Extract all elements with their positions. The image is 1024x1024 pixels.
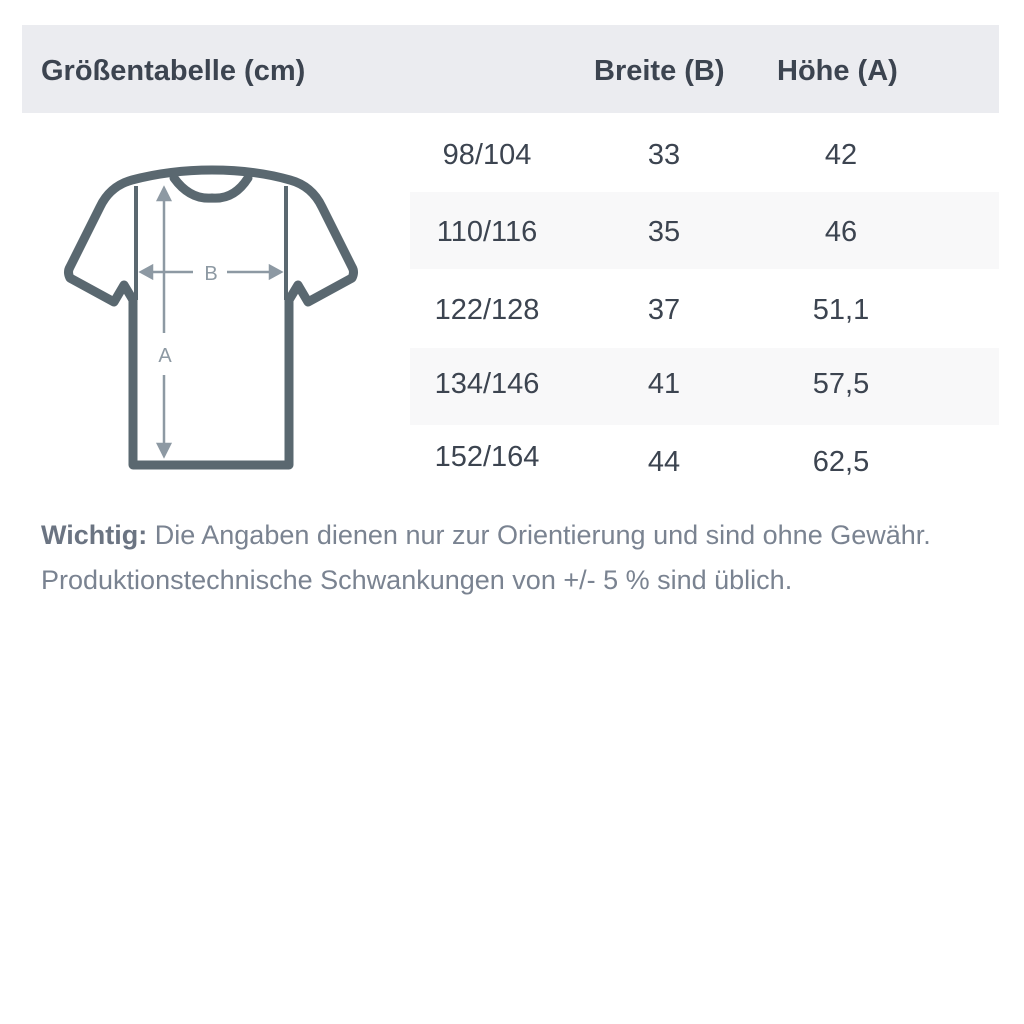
height-cell: 42 — [824, 139, 858, 171]
height-label: A — [158, 345, 172, 367]
size-cell: 122/128 — [434, 294, 540, 326]
table-header: Größentabelle (cm) Breite (B) Höhe (A) — [22, 25, 999, 113]
height-cell: 46 — [824, 216, 858, 248]
width-label: B — [204, 263, 217, 285]
table-row: 98/104 33 42 — [410, 115, 999, 192]
column-header-width: Breite (B) — [594, 55, 725, 87]
width-cell: 33 — [647, 139, 681, 171]
size-cell: 134/146 — [434, 368, 540, 400]
note-label: Wichtig: — [41, 520, 148, 550]
size-cell: 152/164 — [434, 441, 540, 473]
width-cell: 41 — [647, 368, 681, 400]
table-row: 134/146 41 57,5 — [410, 348, 999, 425]
height-cell: 62,5 — [812, 446, 870, 478]
width-cell: 37 — [647, 294, 681, 326]
note-line-1: Die Angaben dienen nur zur Orientierung … — [147, 520, 931, 550]
table-row: 122/128 37 51,1 — [410, 270, 999, 347]
table-row: 110/116 35 46 — [410, 192, 999, 269]
size-cell: 98/104 — [442, 139, 532, 171]
height-cell: 51,1 — [812, 294, 870, 326]
disclaimer-note: Wichtig: Die Angaben dienen nur zur Orie… — [41, 513, 931, 603]
column-header-height: Höhe (A) — [777, 55, 898, 87]
tshirt-diagram: B A — [64, 165, 358, 470]
height-cell: 57,5 — [812, 368, 870, 400]
table-row: 152/164 44 62,5 — [410, 425, 999, 502]
width-cell: 44 — [647, 446, 681, 478]
note-line-2: Produktionstechnische Schwankungen von +… — [41, 565, 793, 595]
width-cell: 35 — [647, 216, 681, 248]
table-title: Größentabelle (cm) — [41, 55, 306, 87]
size-cell: 110/116 — [436, 216, 538, 248]
